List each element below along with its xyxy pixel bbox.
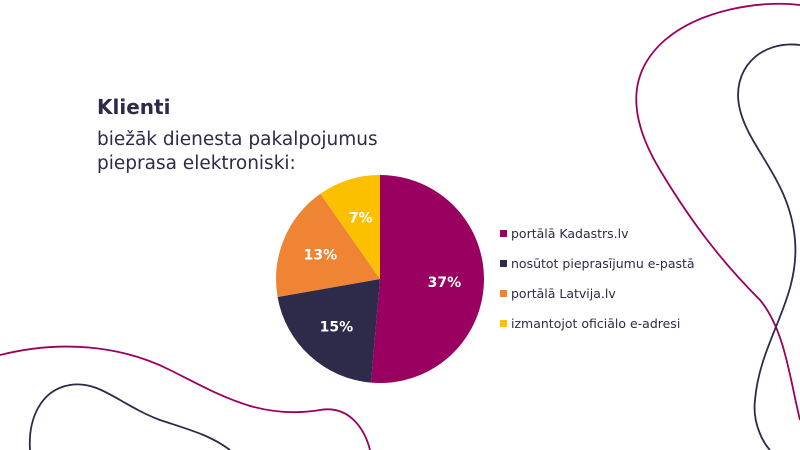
legend-label: portālā Latvija.lv [511,286,616,301]
legend-item-1: portālā Kadastrs.lv [500,226,695,241]
pie-slice-4 [320,175,380,279]
legend-item-4: izmantojot oficiālo e-adresi [500,316,695,331]
legend-swatch [500,290,507,297]
pie-data-label-2: 15% [320,320,354,336]
legend-item-2: nosūtot pieprasījumu e-pastā [500,256,695,271]
slide-title: Klienti [97,95,171,119]
pie-slice-3 [276,193,380,298]
chart-legend: portālā Kadastrs.lv nosūtot pieprasījumu … [500,226,695,346]
pie-slice-2 [277,279,380,383]
pie-data-label-1: 37% [428,275,462,291]
legend-swatch [500,230,507,237]
pie-data-label-3: 13% [304,247,338,263]
pie-slice-1 [370,175,484,383]
legend-swatch [500,260,507,267]
decor-curve-bottom-left-inner [28,383,231,450]
pie-data-label-4: 7% [349,211,373,227]
legend-label: izmantojot oficiālo e-adresi [511,316,681,331]
slide-subtitle: biežāk dienesta pakalpojumus pieprasa el… [97,129,378,174]
decor-curve-bottom-left-outer [0,345,371,450]
legend-item-3: portālā Latvija.lv [500,286,695,301]
legend-label: nosūtot pieprasījumu e-pastā [511,256,695,271]
decor-curve-top-right-inner [737,43,800,450]
legend-swatch [500,320,507,327]
legend-label: portālā Kadastrs.lv [511,226,629,241]
